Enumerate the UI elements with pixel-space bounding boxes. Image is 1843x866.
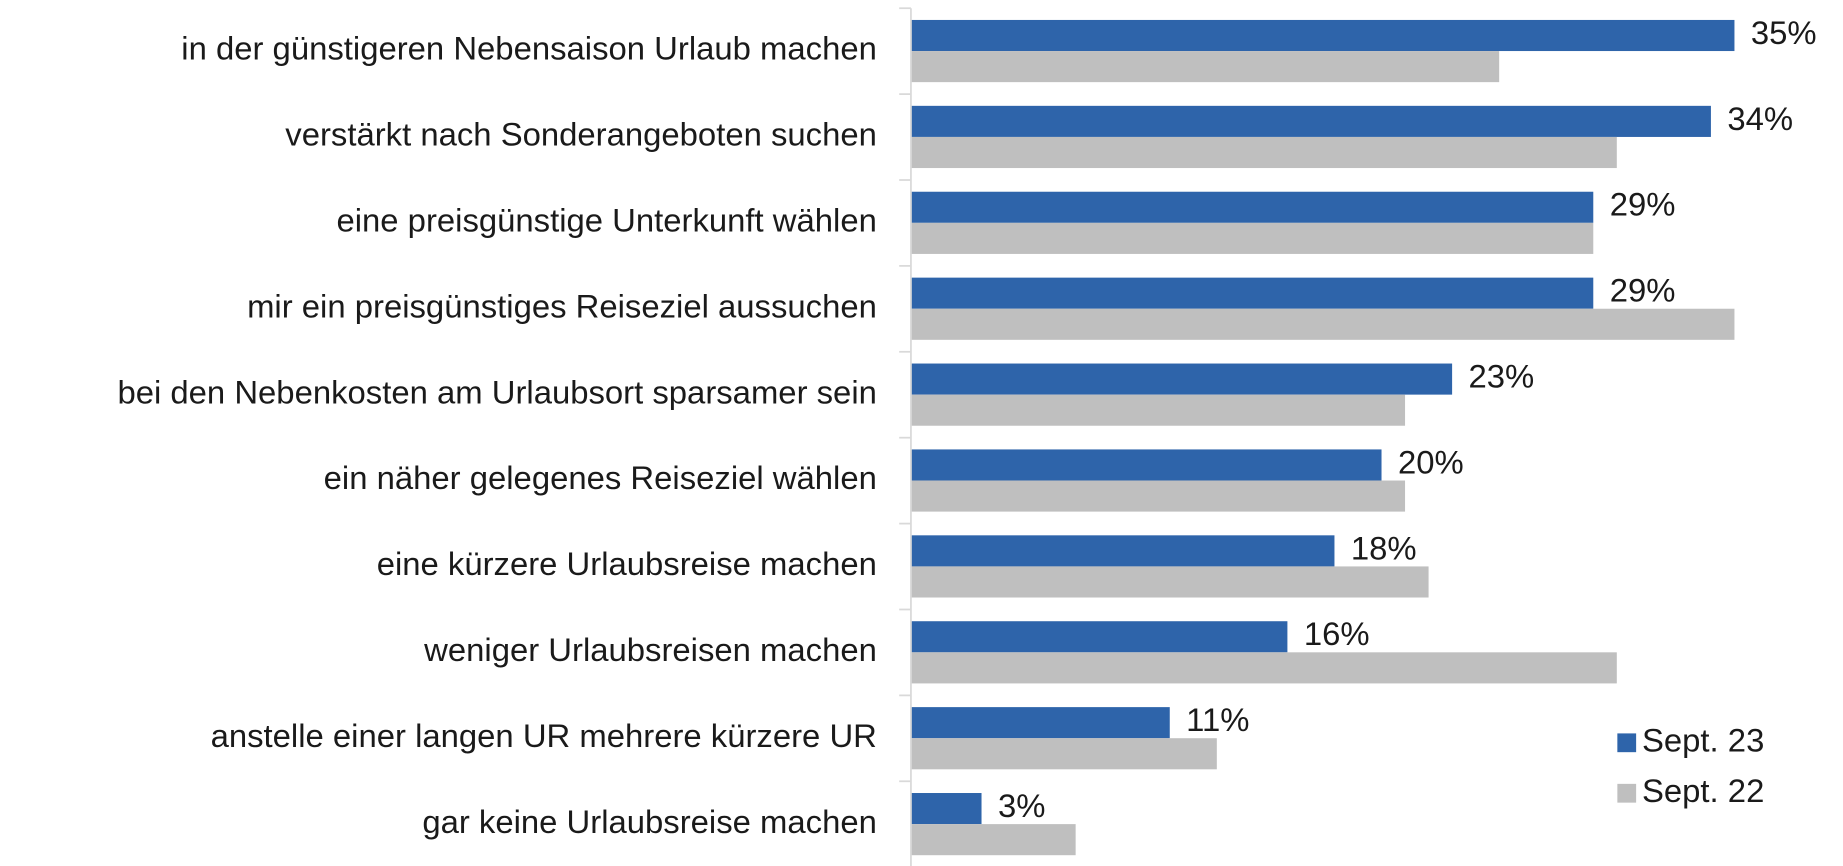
category-label: anstelle einer langen UR mehrere kürzere…: [211, 717, 877, 754]
category-label: gar keine Urlaubsreise machen: [422, 803, 877, 840]
bar: [910, 535, 1335, 567]
value-label: 23%: [1469, 357, 1535, 394]
bar: [910, 222, 1594, 254]
category-label: ein näher gelegenes Reiseziel wählen: [324, 459, 877, 496]
bar: [910, 277, 1594, 309]
bar: [910, 51, 1500, 83]
bar: [910, 191, 1594, 223]
category-label: eine kürzere Urlaubsreise machen: [377, 545, 877, 582]
legend-swatch: [1617, 783, 1637, 803]
bar: [910, 738, 1217, 770]
value-label: 35%: [1751, 14, 1817, 51]
bar: [910, 824, 1076, 856]
value-label: 11%: [1186, 701, 1249, 738]
legend-label: Sept. 23: [1642, 721, 1764, 758]
value-label: 34%: [1727, 100, 1793, 137]
value-label: 3%: [998, 787, 1045, 824]
category-label: weniger Urlaubsreisen machen: [423, 631, 877, 668]
category-label: eine preisgünstige Unterkunft wählen: [336, 202, 876, 239]
bar: [910, 793, 982, 825]
value-label: 20%: [1398, 443, 1464, 480]
bar: [910, 19, 1735, 52]
bar: [910, 566, 1429, 598]
value-label: 18%: [1351, 529, 1417, 566]
category-label: mir ein preisgünstiges Reiseziel aussuch…: [247, 287, 877, 324]
bar: [910, 707, 1170, 739]
bar: [910, 136, 1617, 169]
legend-swatch: [1617, 733, 1637, 753]
bar: [910, 480, 1406, 512]
bar: [910, 394, 1406, 426]
category-label: bei den Nebenkosten am Urlaubsort sparsa…: [117, 373, 876, 410]
bar: [910, 652, 1617, 684]
bar: [910, 449, 1382, 481]
category-label: verstärkt nach Sonderangeboten suchen: [285, 116, 877, 153]
bar: [910, 363, 1453, 395]
value-label: 29%: [1610, 272, 1676, 309]
legend-label: Sept. 22: [1642, 772, 1764, 809]
bar: [910, 308, 1735, 340]
bar: [910, 621, 1288, 653]
value-label: 29%: [1610, 186, 1676, 223]
value-label: 16%: [1304, 615, 1370, 652]
category-label: in der günstigeren Nebensaison Urlaub ma…: [181, 30, 877, 67]
bar: [910, 105, 1711, 137]
